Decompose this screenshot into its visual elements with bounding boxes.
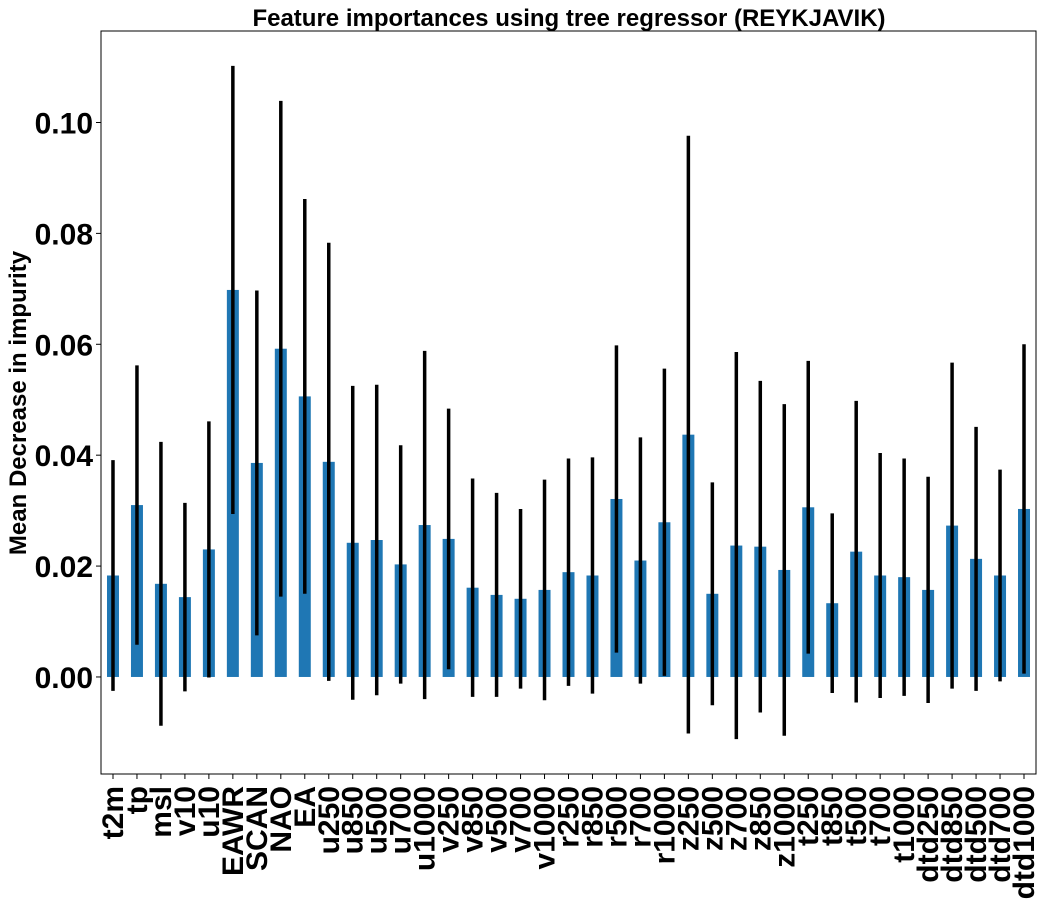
x-tick-label-dtd700: dtd700	[984, 786, 1017, 883]
y-tick-label: 0.06	[35, 329, 93, 362]
x-tick-label-r1000: r1000	[648, 786, 681, 864]
x-tick-label-u250: u250	[313, 786, 346, 854]
x-tick-label-t2m: t2m	[97, 786, 130, 839]
x-tick-label-u1000: u1000	[409, 786, 442, 871]
x-tick-label-eawr: EAWR	[217, 786, 250, 876]
x-tick-label-v250: v250	[433, 786, 466, 853]
x-tick-label-u500: u500	[361, 786, 394, 854]
x-tick-label-z1000: z1000	[768, 786, 801, 868]
x-axis: t2mtpmslv10u10EAWRSCANNAOEAu250u850u500u…	[97, 774, 1041, 899]
plot-area	[106, 65, 1031, 740]
y-tick-label: 0.04	[35, 440, 94, 473]
x-tick-label-z250: z250	[672, 786, 705, 851]
x-tick-label-u700: u700	[385, 786, 418, 854]
x-tick-label-r250: r250	[553, 786, 586, 848]
x-tick-label-t1000: t1000	[888, 786, 921, 863]
x-tick-label-u10: u10	[193, 786, 226, 838]
x-tick-label-z850: z850	[744, 786, 777, 851]
y-tick-label: 0.02	[35, 551, 93, 584]
x-tick-label-v500: v500	[481, 786, 514, 853]
x-tick-label-z500: z500	[696, 786, 729, 851]
y-axis-label: Mean Decrease in impurity	[5, 250, 32, 555]
chart-title: Feature importances using tree regressor…	[252, 5, 885, 32]
x-tick-label-u850: u850	[337, 786, 370, 854]
x-tick-label-t250: t250	[792, 786, 825, 846]
x-tick-label-v850: v850	[457, 786, 490, 853]
x-tick-label-msl: msl	[145, 786, 178, 838]
x-tick-label-t700: t700	[864, 786, 897, 846]
x-tick-label-dtd250: dtd250	[912, 786, 945, 883]
x-tick-label-v10: v10	[169, 786, 202, 836]
x-tick-label-r850: r850	[576, 786, 609, 848]
y-axis: 0.00 0.02 0.04 0.06 0.08 0.10	[35, 107, 101, 695]
x-tick-label-scan: SCAN	[241, 786, 274, 871]
x-tick-label-tp: tp	[121, 786, 154, 814]
x-tick-label-t500: t500	[840, 786, 873, 846]
x-tick-label-v1000: v1000	[529, 786, 562, 869]
x-tick-label-dtd500: dtd500	[960, 786, 993, 883]
x-tick-label-r700: r700	[624, 786, 657, 848]
x-tick-label-ea: EA	[289, 786, 322, 828]
x-tick-label-dtd850: dtd850	[936, 786, 969, 883]
x-tick-label-nao: NAO	[265, 786, 298, 853]
x-tick-label-dtd1000: dtd1000	[1008, 786, 1041, 899]
y-tick-label: 0.10	[35, 107, 93, 140]
x-tick-label-v700: v700	[505, 786, 538, 853]
y-tick-label: 0.00	[35, 662, 93, 695]
x-tick-label-t850: t850	[816, 786, 849, 846]
x-tick-label-z700: z700	[720, 786, 753, 851]
y-tick-label: 0.08	[35, 218, 93, 251]
x-tick-label-r500: r500	[600, 786, 633, 848]
